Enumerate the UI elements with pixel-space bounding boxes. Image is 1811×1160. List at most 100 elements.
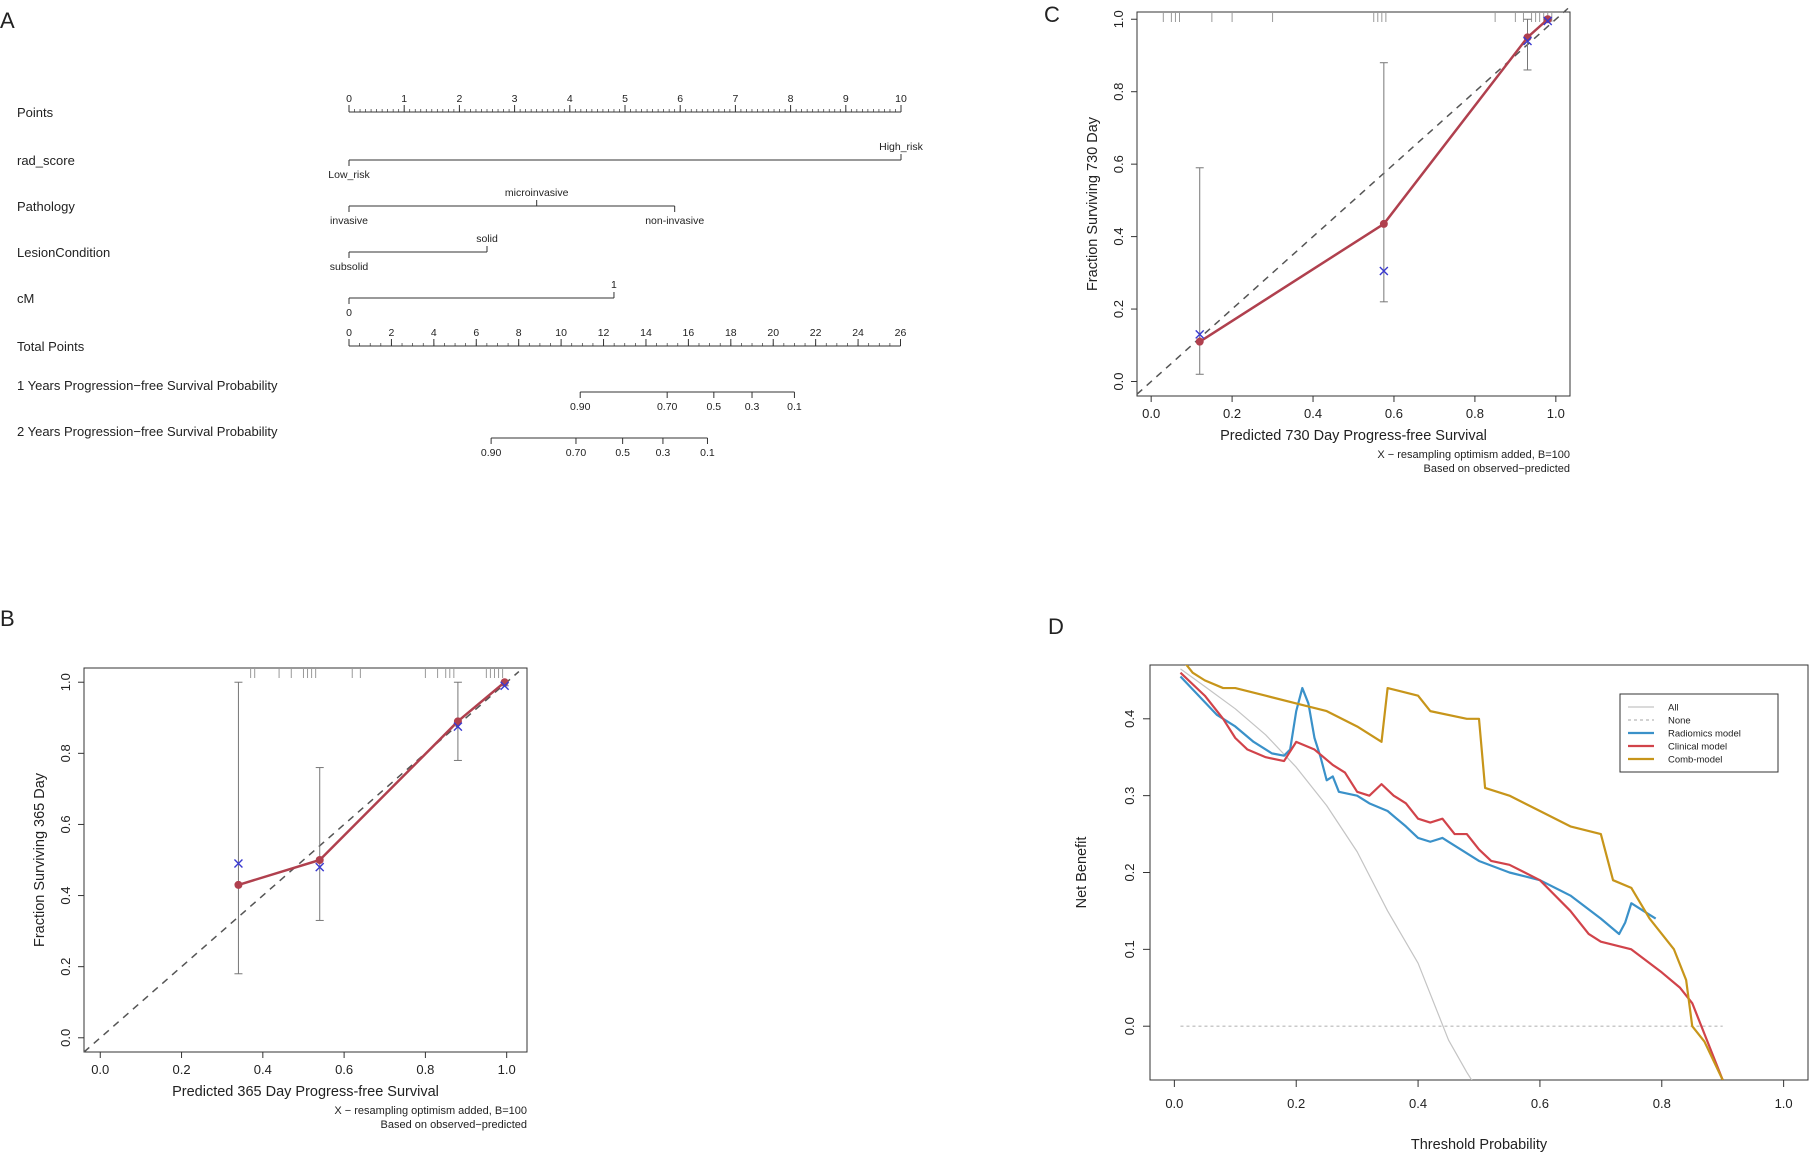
corrected-point-cross [1379, 266, 1389, 276]
observed-point [1195, 337, 1204, 346]
x-tick-label: 0.4 [1409, 1096, 1427, 1111]
y-tick-label: 0.2 [1122, 863, 1137, 881]
nomogram-row: Points 0 1 2 3 4 5 6 7 8 9 10 [17, 93, 907, 120]
tick-label: 4 [431, 327, 437, 339]
prob-tick-label: 0.5 [707, 401, 722, 413]
method-note: Based on observed−predicted [1424, 463, 1570, 475]
calibration-plot-b: 0.0 0.2 0.4 0.6 0.8 1.0 0.0 0.2 0.4 0.6 0.8 1.0 Pred… [32, 667, 528, 1131]
corrected-point-cross [233, 859, 243, 869]
corrected-point-cross [1543, 16, 1553, 26]
tick-label: 20 [767, 327, 779, 339]
observed-point [453, 717, 462, 726]
tick-label: 5 [622, 93, 628, 105]
prob-tick-label: 0.90 [570, 401, 591, 413]
tick-label: 4 [567, 93, 573, 105]
legend-label: None [1668, 716, 1691, 727]
plot-frame [83, 667, 528, 1053]
nomogram-row-label: Points [17, 105, 54, 120]
ideal-diagonal-line [1136, 7, 1569, 395]
tick-label: 14 [640, 327, 652, 339]
level-label: High_risk [879, 141, 924, 153]
nomogram-row: Pathology invasive microinvasive non-invasi… [17, 187, 704, 227]
tick-label: 10 [555, 327, 567, 339]
tick-label: 18 [725, 327, 737, 339]
y-tick-label: 0.2 [58, 958, 73, 976]
y-tick-label: 0.3 [1122, 787, 1137, 805]
level-label: 1 [611, 279, 617, 291]
nomogram-row: cM 0 1 [17, 279, 617, 319]
nomogram-row-label: rad_score [17, 153, 75, 168]
x-tick-label: 0.6 [1385, 406, 1403, 421]
tick-label: 22 [810, 327, 822, 339]
tick-label: 1 [401, 93, 407, 105]
tick-label: 26 [895, 327, 907, 339]
observed-point [1379, 219, 1388, 228]
x-tick-label: 0.0 [1142, 406, 1160, 421]
panel-label-a: A [0, 8, 15, 33]
nomogram-row-label: 1 Years Progression−free Survival Probab… [17, 378, 278, 393]
x-tick-label: 0.8 [416, 1062, 434, 1077]
nomogram-row-label: cM [17, 291, 34, 306]
level-label: invasive [330, 215, 368, 227]
y-tick-label: 0.4 [1111, 228, 1126, 246]
nomogram-row-label: Total Points [17, 339, 85, 354]
level-label: non-invasive [645, 215, 704, 227]
observed-calibration-line [238, 681, 506, 887]
y-tick-label: 0.0 [1111, 372, 1126, 390]
x-tick-label: 0.6 [1531, 1096, 1549, 1111]
x-tick-label: 0.8 [1466, 406, 1484, 421]
prob-tick-label: 0.5 [615, 447, 630, 459]
y-tick-label: 0.8 [1111, 83, 1126, 101]
nomogram-row: 2 Years Progression−free Survival Probab… [17, 424, 715, 459]
corrected-point-cross [500, 681, 510, 691]
tick-label: 6 [473, 327, 479, 339]
y-tick-label: 0.0 [58, 1029, 73, 1047]
prob-tick-label: 0.70 [566, 447, 587, 459]
tick-label: 2 [389, 327, 395, 339]
tick-label: 12 [598, 327, 610, 339]
y-tick-label: 0.6 [58, 815, 73, 833]
level-label: solid [476, 233, 498, 245]
legend-label: All [1668, 703, 1679, 714]
level-label: 0 [346, 307, 352, 319]
corrected-point-cross [315, 862, 325, 872]
x-tick-label: 0.2 [173, 1062, 191, 1077]
nomogram-row-label: 2 Years Progression−free Survival Probab… [17, 424, 278, 439]
series-line-radiomics-model [1179, 675, 1657, 936]
optimism-note: X − resampling optimism added, B=100 [334, 1105, 527, 1117]
x-axis-title: Threshold Probability [1411, 1137, 1548, 1153]
ideal-diagonal-line [83, 670, 520, 1053]
x-tick-label: 0.4 [254, 1062, 272, 1077]
x-tick-label: 0.6 [335, 1062, 353, 1077]
y-axis-title: Fraction Surviving 730 Day [1085, 116, 1101, 291]
y-tick-label: 0.8 [58, 744, 73, 762]
x-tick-label: 0.8 [1653, 1096, 1671, 1111]
tick-label: 9 [843, 93, 849, 105]
prob-tick-label: 0.3 [656, 447, 671, 459]
prob-tick-label: 0.70 [657, 401, 678, 413]
prob-tick-label: 0.1 [700, 447, 715, 459]
tick-label: 0 [346, 327, 352, 339]
x-tick-label: 0.4 [1304, 406, 1322, 421]
x-tick-label: 0.2 [1287, 1096, 1305, 1111]
prob-tick-label: 0.3 [745, 401, 760, 413]
calibration-plot-c: 0.0 0.2 0.4 0.6 0.8 1.0 0.0 0.2 0.4 0.6 0.8 1.0 Pred… [1085, 7, 1571, 475]
plot-frame [1136, 11, 1571, 397]
x-tick-label: 0.0 [91, 1062, 109, 1077]
legend-label: Radiomics model [1668, 729, 1741, 740]
nomogram-row-label: Pathology [17, 199, 75, 214]
nomogram-row: LesionCondition subsolid solid [17, 233, 498, 273]
panel-label-b: B [0, 606, 15, 631]
x-tick-label: 0.2 [1223, 406, 1241, 421]
x-axis-title: Predicted 730 Day Progress-free Survival [1220, 428, 1487, 444]
corrected-point-cross [1523, 36, 1533, 46]
y-axis-title: Fraction Surviving 365 Day [32, 772, 48, 947]
tick-label: 3 [512, 93, 518, 105]
y-axis-title: Net Benefit [1074, 837, 1090, 909]
nomogram-row: rad_score Low_risk High_risk [17, 141, 924, 181]
level-label: Low_risk [328, 169, 370, 181]
tick-label: 16 [683, 327, 695, 339]
series-line-all [1180, 668, 1473, 1080]
legend-label: Clinical model [1668, 742, 1727, 753]
